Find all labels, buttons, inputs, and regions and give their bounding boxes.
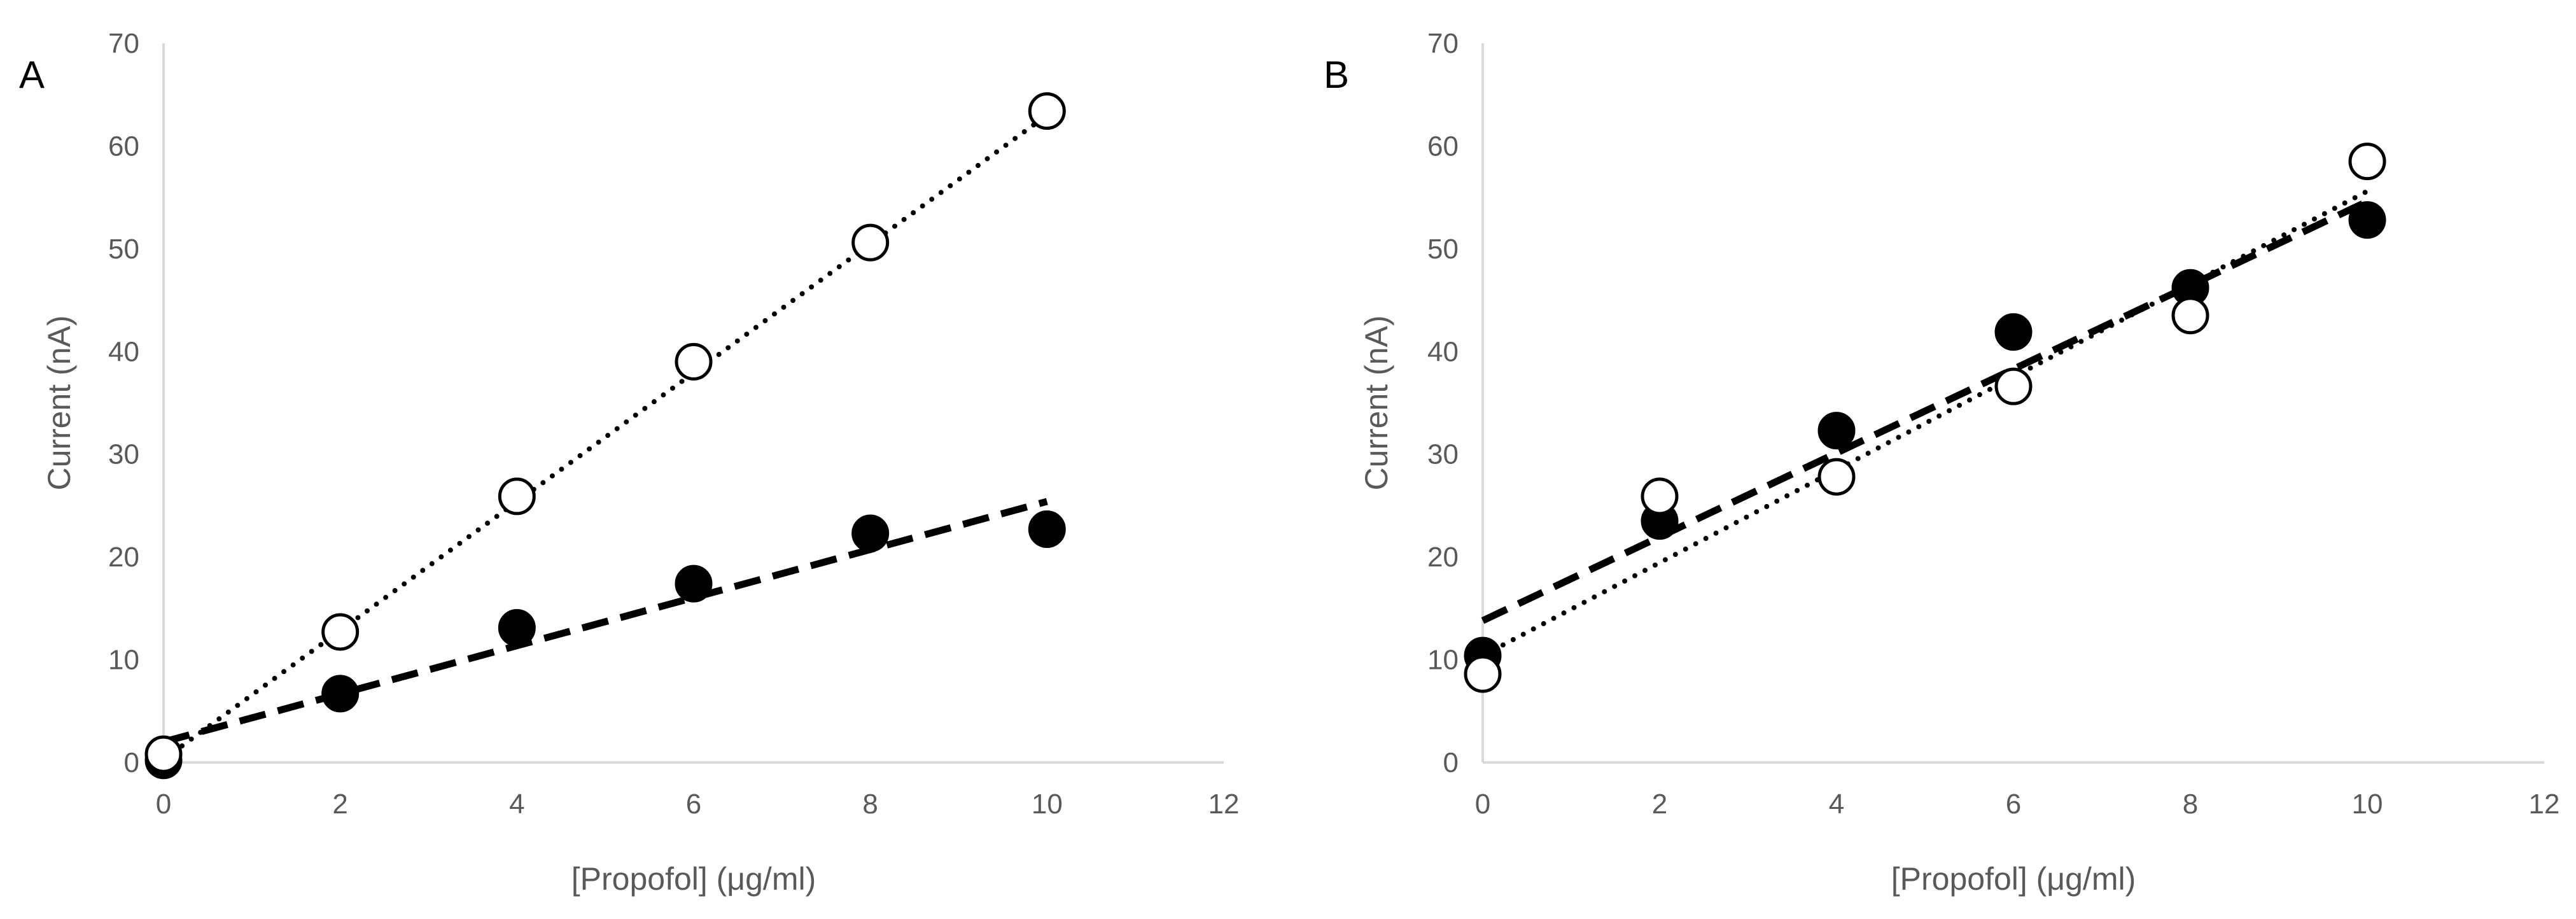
y-tick-label: 0 (124, 747, 139, 778)
panel-label-b: B (1324, 53, 1349, 96)
open-data-point (675, 342, 713, 381)
open-data-point (851, 223, 890, 262)
x-tick-label: 8 (862, 789, 878, 820)
x-tick-label: 8 (2183, 789, 2198, 820)
dashed-trendline-series-1 (162, 498, 1048, 746)
open-data-point (1817, 458, 1856, 496)
y-tick-label: 10 (108, 645, 139, 676)
x-tick-label: 0 (1475, 789, 1490, 820)
filled-data-point (675, 565, 713, 603)
y-tick-label: 70 (108, 28, 139, 59)
x-tick-label: 2 (332, 789, 347, 820)
y-tick-label: 20 (1427, 542, 1459, 573)
open-data-point (1994, 367, 2033, 405)
chart-panel-a: A 0 10 20 30 40 50 60 70 0 2 4 6 8 10 12 [Propofol] (μg/… (19, 28, 1239, 897)
x-tick-label: 4 (1829, 789, 1844, 820)
y-tick-label: 40 (1427, 336, 1459, 367)
y-tick-label: 50 (108, 234, 139, 265)
filled-data-point (1028, 510, 1066, 549)
y-tick-label: 70 (1427, 28, 1459, 59)
x-tick-label: 12 (2529, 789, 2560, 820)
x-axis-title: [Propofol] (μg/ml) (1891, 861, 2136, 897)
y-tick-label: 40 (108, 336, 139, 367)
dotted-trendline-series-2 (161, 113, 1050, 762)
open-data-point (321, 613, 360, 651)
dotted-trendline-series-2 (1480, 188, 2370, 659)
x-axis-title: [Propofol] (μg/ml) (571, 861, 816, 897)
open-data-point (2348, 143, 2386, 181)
x-tick-label: 6 (686, 789, 701, 820)
y-axis-title: Current (nA) (41, 315, 77, 490)
y-tick-label: 30 (1427, 439, 1459, 470)
open-data-point (1028, 92, 1066, 130)
panel-label-a: A (19, 53, 45, 96)
filled-data-point (321, 675, 360, 713)
filled-data-point (1817, 412, 1856, 450)
open-data-point (1464, 655, 1502, 693)
x-tick-label: 6 (2006, 789, 2021, 820)
x-tick-label: 4 (509, 789, 524, 820)
filled-data-point (1994, 313, 2033, 351)
x-tick-label: 2 (1652, 789, 1667, 820)
x-tick-label: 10 (1032, 789, 1063, 820)
y-tick-label: 0 (1443, 747, 1459, 778)
y-axis-title: Current (nA) (1359, 315, 1394, 490)
open-data-point (144, 735, 183, 773)
filled-data-point (851, 514, 890, 552)
x-tick-label: 12 (1208, 789, 1240, 820)
y-tick-label: 10 (1427, 645, 1459, 676)
chart-panel-b: B 0 10 20 30 40 50 60 70 0 2 4 6 8 10 12 [Propofol] (μg/… (1324, 28, 2559, 897)
dashed-trendline-series-1 (1481, 198, 2369, 624)
x-tick-label: 0 (156, 789, 171, 820)
y-tick-label: 60 (1427, 130, 1459, 162)
open-data-point (2171, 297, 2209, 335)
open-data-point (498, 477, 536, 516)
filled-data-point (2348, 201, 2386, 239)
filled-data-point (498, 609, 536, 647)
y-tick-label: 20 (108, 542, 139, 573)
y-tick-label: 50 (1427, 234, 1459, 265)
x-tick-label: 10 (2352, 789, 2383, 820)
y-tick-label: 60 (108, 130, 139, 162)
open-data-point (1641, 477, 1679, 516)
y-tick-label: 30 (108, 439, 139, 470)
